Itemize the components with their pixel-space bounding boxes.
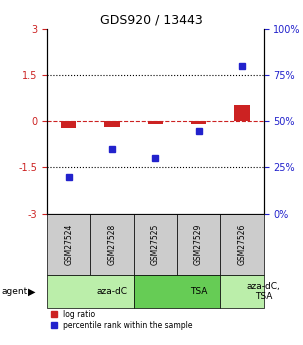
Text: GSM27529: GSM27529 [194, 224, 203, 265]
Bar [61, 121, 76, 128]
Bar [177, 214, 220, 275]
Bar [220, 275, 264, 308]
Text: GSM27526: GSM27526 [238, 224, 246, 265]
Bar [47, 275, 134, 308]
Text: aza-dC: aza-dC [96, 287, 128, 296]
Bar [234, 105, 250, 121]
Text: agent: agent [2, 287, 28, 296]
Text: TSA: TSA [190, 287, 207, 296]
Bar [220, 214, 264, 275]
Text: aza-dC,
TSA: aza-dC, TSA [247, 282, 281, 301]
Bar [47, 214, 90, 275]
Bar [104, 121, 120, 127]
Bar [148, 121, 163, 124]
Bar [134, 275, 220, 308]
Text: GSM27525: GSM27525 [151, 224, 160, 265]
Bar [191, 121, 206, 124]
Text: GSM27528: GSM27528 [108, 224, 116, 265]
Legend: log ratio, percentile rank within the sample: log ratio, percentile rank within the sa… [51, 310, 192, 330]
Bar [134, 214, 177, 275]
Bar [90, 214, 134, 275]
Text: GSM27524: GSM27524 [64, 224, 73, 265]
Text: GDS920 / 13443: GDS920 / 13443 [100, 14, 203, 27]
Text: ▶: ▶ [28, 286, 36, 296]
